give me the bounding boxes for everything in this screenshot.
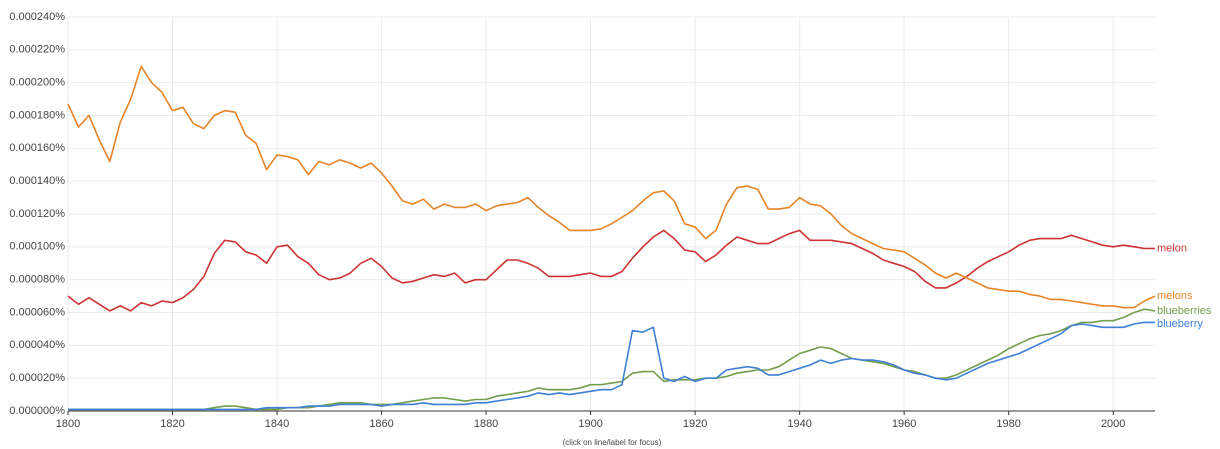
x-tick-label: 1900 (578, 418, 602, 430)
x-tick-label: 2000 (1101, 418, 1125, 430)
y-tick-label: 0.000080% (9, 274, 65, 286)
x-tick-label: 1980 (996, 418, 1020, 430)
x-tick-label: 1840 (265, 418, 289, 430)
footer-note: (click on line/label for focus) (563, 438, 662, 447)
y-tick-label: 0.000020% (9, 372, 65, 384)
legend-label[interactable]: blueberries (1157, 305, 1212, 317)
y-tick-label: 0.000100% (9, 241, 65, 253)
y-tick-label: 0.000060% (9, 306, 65, 318)
x-tick-label: 1800 (56, 418, 80, 430)
series-line[interactable] (67, 229, 1155, 312)
y-tick-label: 0.000120% (9, 208, 65, 220)
x-tick-label: 1860 (369, 418, 393, 430)
x-tick-label: 1940 (787, 418, 811, 430)
x-tick-label: 1880 (474, 418, 498, 430)
legend-label[interactable]: blueberry (1157, 318, 1203, 330)
x-tick-label: 1960 (892, 418, 916, 430)
y-tick-label: 0.000140% (9, 175, 65, 187)
legend-label[interactable]: melon (1157, 242, 1187, 254)
x-tick-label: 1920 (683, 418, 707, 430)
y-tick-label: 0.000160% (9, 142, 65, 154)
legend-label[interactable]: melons (1157, 290, 1193, 302)
y-tick-label: 0.000240% (9, 11, 65, 23)
series-line[interactable] (68, 321, 1155, 411)
y-tick-label: 0.000000% (9, 405, 65, 417)
y-tick-label: 0.000200% (9, 77, 65, 89)
series-line[interactable] (67, 65, 1156, 309)
y-tick-label: 0.000040% (9, 339, 65, 351)
series-line[interactable] (68, 308, 1156, 411)
y-tick-label: 0.000180% (9, 109, 65, 121)
y-tick-label: 0.000220% (9, 44, 65, 56)
x-tick-label: 1820 (160, 418, 184, 430)
